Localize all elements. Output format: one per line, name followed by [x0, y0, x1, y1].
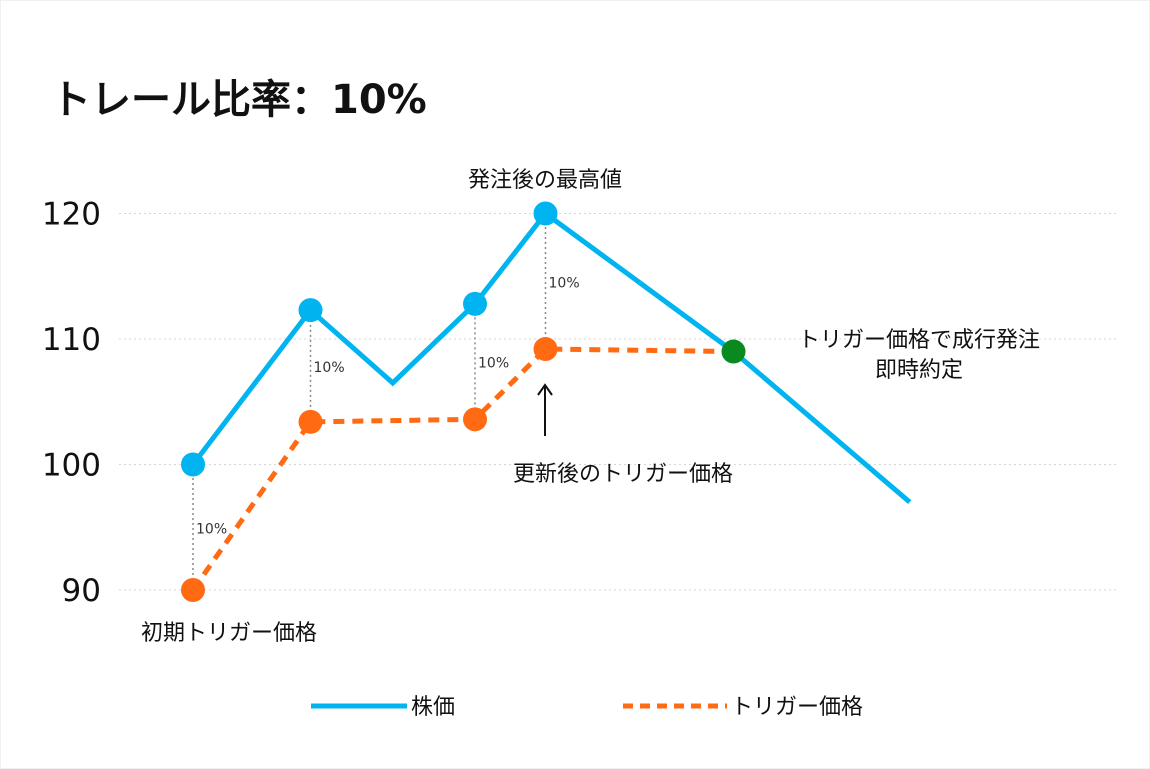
series-1-marker-3	[533, 337, 558, 362]
series-1-marker-1	[298, 409, 323, 434]
series-0-marker-0	[181, 452, 205, 477]
y-tick-110: 110	[42, 322, 101, 358]
execution-annotation-line1: トリガー価格で成行発注	[798, 328, 1040, 353]
y-tick-100: 100	[42, 448, 101, 484]
legend-price-label: 株価	[411, 695, 455, 720]
series-lines	[190, 210, 912, 592]
guide-label-3: 10%	[549, 275, 580, 291]
series-1-marker-2	[463, 407, 487, 432]
series-0-marker-2	[463, 291, 487, 316]
guide-label-0: 10%	[196, 521, 227, 537]
series-1-marker-0	[181, 578, 205, 602]
updated-trigger-annotation: 更新後のトリガー価格	[513, 462, 733, 487]
ratio-guides: 10% 10% 10% 10%	[192, 213, 580, 590]
guide-label-2: 10%	[478, 356, 509, 372]
y-tick-120: 120	[42, 197, 101, 233]
legend: 株価 トリガー価格	[311, 695, 863, 720]
peak-annotation: 発注後の最高値	[468, 168, 622, 193]
updated-trigger-arrow	[537, 383, 553, 436]
series-0-marker-1	[298, 298, 323, 323]
legend-trigger-label: トリガー価格	[731, 695, 863, 720]
chart-title: トレール比率：10%	[51, 77, 427, 123]
guide-label-1: 10%	[314, 360, 345, 376]
series-markers	[181, 201, 746, 602]
y-tick-90: 90	[62, 573, 101, 609]
series-0-marker-3	[533, 201, 558, 226]
y-tick-labels: 90 100 110 120	[42, 197, 101, 610]
initial-trigger-annotation: 初期トリガー価格	[141, 621, 317, 646]
execution-annotation-line2: 即時約定	[875, 358, 963, 383]
execution-point-marker	[721, 339, 746, 364]
